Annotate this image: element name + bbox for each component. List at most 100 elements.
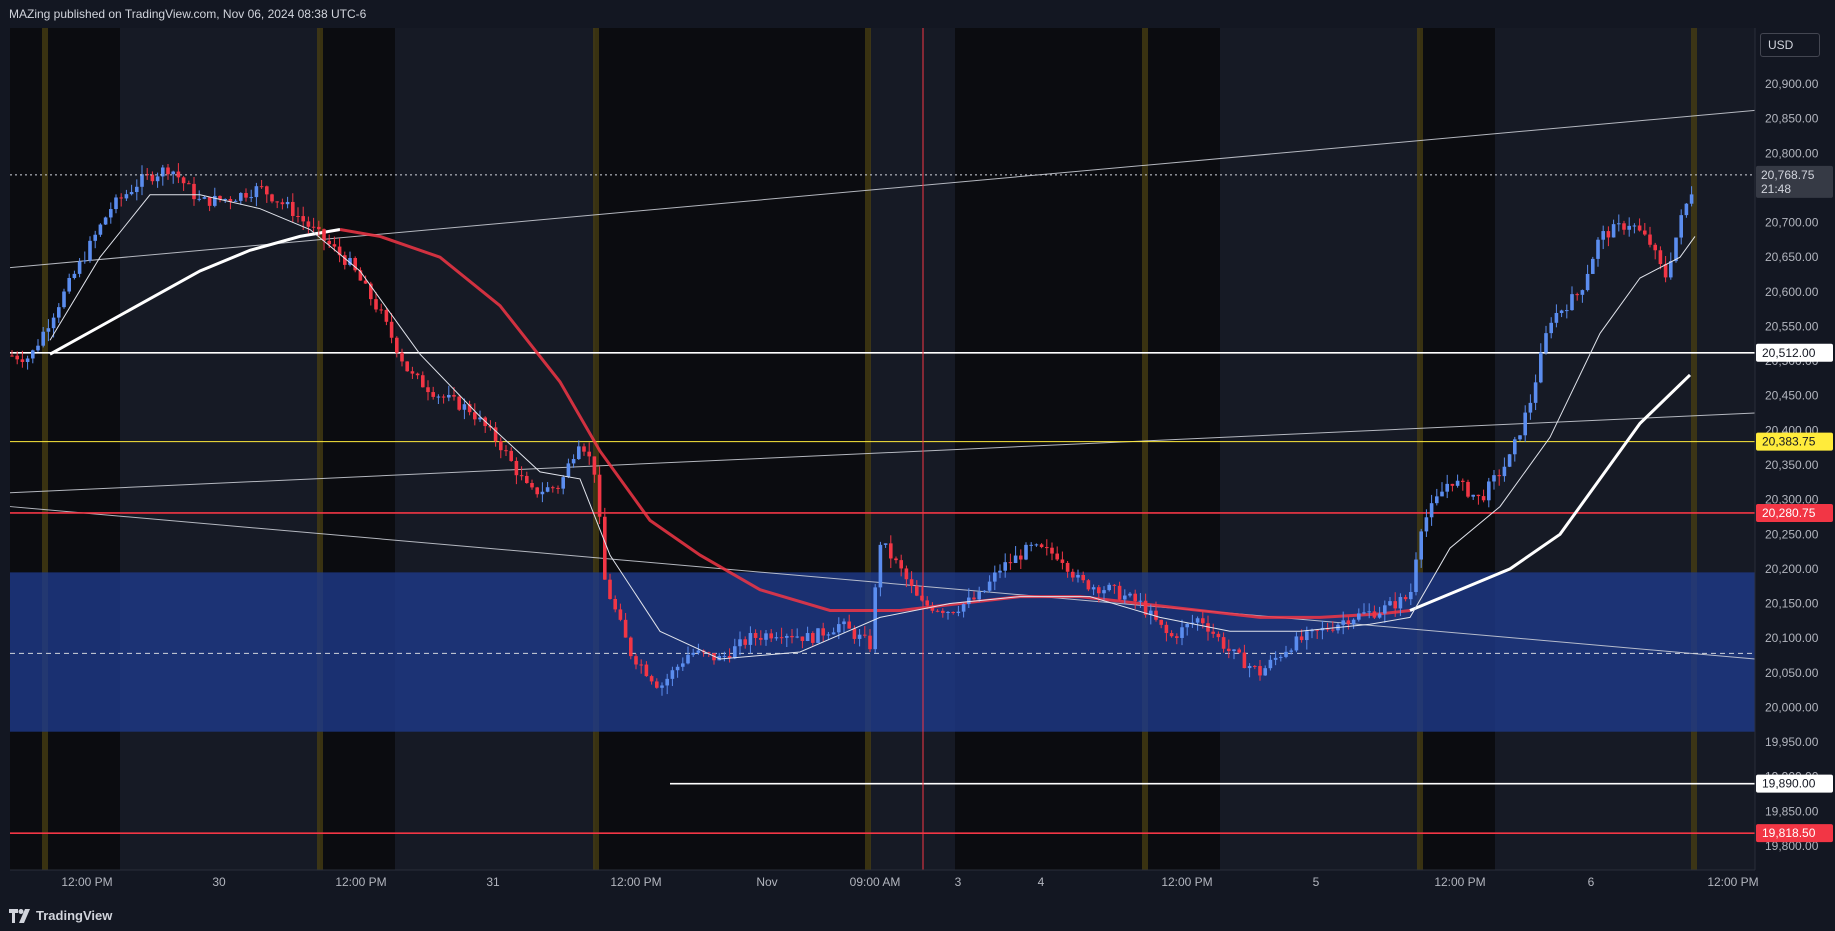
candle-body bbox=[727, 655, 732, 659]
candle-body bbox=[1388, 601, 1392, 606]
candle-body bbox=[1518, 435, 1522, 440]
candle-body bbox=[675, 666, 680, 671]
candle-body bbox=[655, 681, 659, 688]
candle-body bbox=[395, 337, 399, 353]
candle-body bbox=[1294, 636, 1299, 651]
candle-body bbox=[956, 611, 961, 614]
candle-body bbox=[1674, 237, 1678, 262]
candle-body bbox=[62, 291, 66, 308]
session-marker bbox=[1142, 28, 1148, 870]
candle-body bbox=[145, 174, 149, 176]
candle-body bbox=[987, 581, 992, 591]
trendline bbox=[9, 412, 1756, 494]
candle-body bbox=[1606, 231, 1611, 238]
candle-body bbox=[1627, 225, 1631, 230]
candle-body bbox=[530, 482, 534, 488]
candle-body bbox=[400, 352, 404, 362]
candle-body bbox=[1492, 475, 1496, 482]
candle-body bbox=[540, 491, 545, 495]
price-tick-label: 20,900.00 bbox=[1765, 77, 1819, 91]
candle-body bbox=[592, 456, 597, 475]
candle-body bbox=[1471, 494, 1475, 497]
candle-body bbox=[265, 186, 269, 195]
candle-body bbox=[88, 240, 92, 261]
session-marker bbox=[317, 28, 323, 870]
candle-body bbox=[150, 174, 155, 182]
candle-body bbox=[1523, 412, 1527, 436]
candle-body bbox=[1383, 605, 1387, 614]
level-badge bbox=[1756, 774, 1833, 793]
candle-body bbox=[1107, 584, 1111, 591]
candle-body bbox=[795, 636, 799, 638]
price-chart[interactable]: 20,900.0020,850.0020,800.0020,750.0020,7… bbox=[0, 0, 1835, 900]
candle-body bbox=[665, 678, 669, 686]
candle-body bbox=[1112, 584, 1117, 586]
candle-body bbox=[816, 628, 820, 643]
price-tick-label: 19,800.00 bbox=[1765, 839, 1819, 853]
candle-body bbox=[1175, 636, 1179, 638]
candle-body bbox=[93, 234, 97, 241]
candle-body bbox=[629, 637, 633, 657]
candle-body bbox=[83, 260, 87, 262]
candle-body bbox=[1133, 593, 1137, 602]
candle-body bbox=[98, 224, 103, 235]
demand-zone[interactable] bbox=[10, 572, 1755, 732]
candle-body bbox=[192, 183, 196, 200]
candle-body bbox=[1138, 600, 1143, 602]
currency-button[interactable]: USD bbox=[1760, 33, 1820, 57]
candle-body bbox=[660, 685, 664, 688]
candle-body bbox=[1013, 555, 1018, 563]
candle-body bbox=[275, 201, 279, 203]
candle-body bbox=[769, 633, 773, 639]
candle-body bbox=[1097, 587, 1101, 594]
candle-body bbox=[384, 310, 389, 322]
horizontal-levels[interactable] bbox=[10, 351, 1755, 834]
candle-body bbox=[941, 610, 945, 613]
trendlines[interactable] bbox=[9, 109, 1756, 660]
candle-body bbox=[1440, 491, 1444, 497]
candle-body bbox=[119, 197, 123, 199]
candle-body bbox=[961, 604, 966, 612]
candle-body bbox=[1180, 627, 1184, 638]
candle-body bbox=[51, 317, 56, 329]
candle-body bbox=[686, 654, 690, 664]
candle-body bbox=[1284, 651, 1288, 657]
candle-body bbox=[353, 257, 357, 271]
candle-body bbox=[696, 650, 701, 653]
candle-body bbox=[691, 652, 695, 655]
candle-body bbox=[805, 633, 810, 641]
candle-body bbox=[1237, 649, 1241, 653]
candle-body bbox=[779, 637, 784, 639]
candle-body bbox=[369, 283, 373, 300]
candle-body bbox=[161, 167, 165, 177]
candle-body bbox=[1050, 547, 1054, 554]
candle-body bbox=[1409, 592, 1413, 600]
candle-body bbox=[551, 487, 555, 489]
candle-body bbox=[1029, 544, 1033, 546]
candle-body bbox=[863, 634, 867, 636]
session-band-dark bbox=[955, 28, 1220, 870]
session-marker bbox=[865, 28, 871, 870]
candle-body bbox=[363, 280, 368, 284]
candle-body bbox=[1450, 483, 1455, 486]
footer: TradingView bbox=[0, 900, 1835, 931]
candle-body bbox=[1481, 496, 1486, 501]
candle-body bbox=[1476, 494, 1481, 497]
candle-body bbox=[1507, 454, 1512, 467]
price-tick-label: 20,350.00 bbox=[1765, 458, 1819, 472]
time-tick-label: 12:00 PM bbox=[335, 875, 386, 889]
time-axis[interactable]: 12:00 PM 30 12:00 PM 31 12:00 PM Nov 09:00 AM 3… bbox=[10, 869, 1759, 889]
session-band bbox=[1495, 28, 1755, 870]
candle-body bbox=[577, 446, 581, 460]
candle-body bbox=[603, 516, 607, 580]
candle-body bbox=[1008, 562, 1013, 564]
candle-body bbox=[1367, 611, 1371, 613]
candle-body bbox=[982, 590, 987, 592]
time-tick-label: 3 bbox=[955, 875, 962, 889]
candle-body bbox=[1143, 600, 1148, 616]
candle-body bbox=[1648, 234, 1652, 245]
candle-body bbox=[1643, 230, 1647, 235]
candle-body bbox=[681, 663, 685, 667]
candle-body bbox=[935, 610, 940, 612]
ma-fast-line bbox=[49, 194, 1696, 660]
